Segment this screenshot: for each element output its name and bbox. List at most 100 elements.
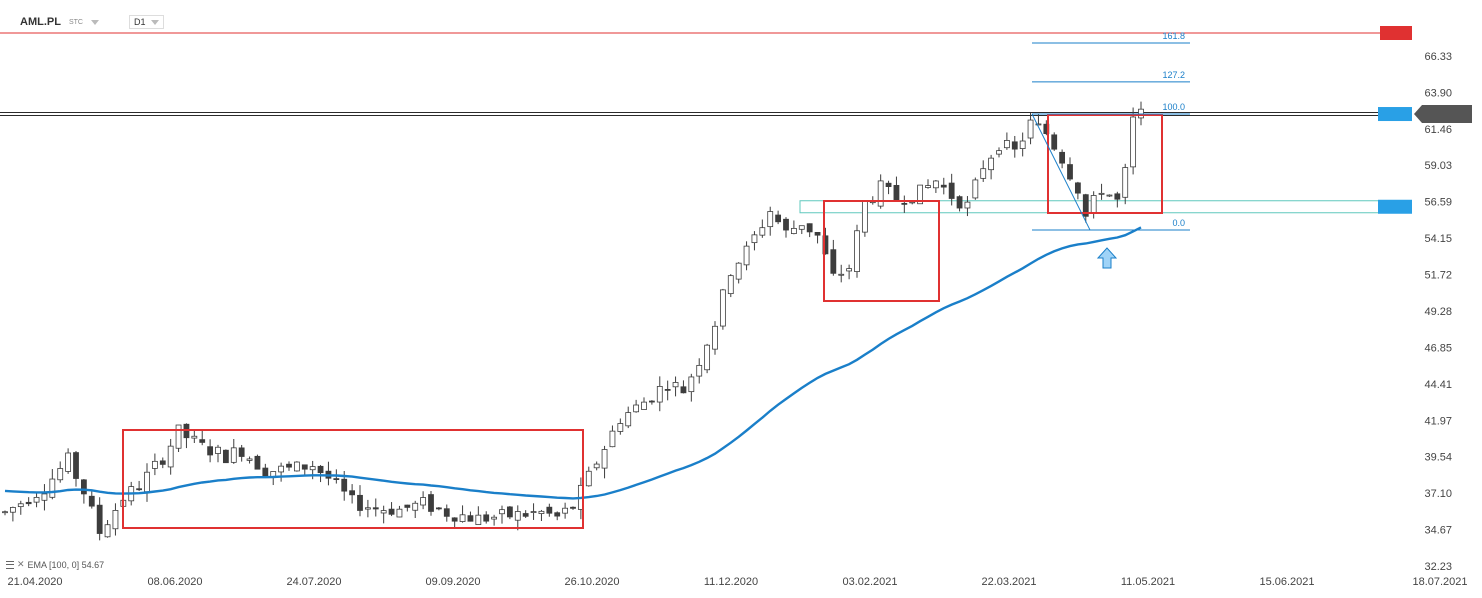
candle: [562, 502, 569, 519]
candle-body: [428, 494, 434, 512]
candle-body: [1059, 151, 1066, 164]
candle: [443, 504, 450, 522]
candle-body: [633, 404, 640, 413]
y-tick-label: 61.46: [1424, 124, 1452, 136]
candle-body: [877, 180, 884, 207]
candle-body: [278, 465, 285, 473]
candle-body: [948, 182, 955, 199]
candle-body: [830, 249, 837, 274]
candle: [1138, 101, 1144, 126]
market-dropdown-icon[interactable]: [90, 19, 99, 25]
candle: [893, 176, 900, 202]
candle: [167, 438, 174, 475]
y-tick-label: 41.97: [1424, 415, 1452, 427]
candle-body: [317, 465, 324, 474]
x-tick-label: 03.02.2021: [842, 576, 897, 588]
candle: [1035, 113, 1042, 126]
candle: [972, 177, 979, 200]
candle: [830, 239, 837, 276]
candle-body: [1035, 123, 1042, 126]
candle-body: [443, 508, 450, 517]
candle: [286, 461, 292, 471]
candle: [783, 217, 789, 238]
candle: [475, 506, 482, 525]
candle-body: [601, 449, 608, 469]
y-tick-label: 44.41: [1424, 379, 1452, 391]
candle-body: [254, 455, 261, 470]
candle: [1051, 132, 1058, 151]
candle-body: [112, 510, 119, 530]
candle-body: [1019, 140, 1026, 149]
candle-body: [861, 200, 868, 233]
candle-body: [73, 452, 79, 479]
candle: [2, 510, 8, 516]
candle: [33, 491, 40, 508]
consolidation-box-1: [122, 429, 584, 529]
timeframe-select[interactable]: D1: [128, 15, 165, 29]
indicator-icon[interactable]: [6, 560, 14, 569]
fib-label: 0.0: [1172, 218, 1185, 228]
candle-body: [191, 435, 198, 439]
candles: [2, 101, 1144, 541]
candle-body: [1106, 194, 1113, 197]
y-tick-label: 56.59: [1424, 197, 1452, 209]
candle: [499, 505, 505, 524]
candle: [380, 505, 387, 524]
candle: [317, 465, 324, 483]
candle: [215, 444, 221, 463]
candle: [57, 461, 64, 483]
candle: [696, 358, 703, 384]
candle: [404, 504, 411, 512]
y-tick-label: 63.90: [1424, 87, 1452, 99]
candle: [88, 491, 95, 509]
candle: [1122, 163, 1129, 205]
candle: [159, 457, 166, 469]
candle: [719, 288, 726, 330]
candle: [806, 223, 813, 238]
candle-body: [814, 231, 821, 236]
candle-body: [1098, 192, 1105, 195]
level-tag-56-25: [1378, 199, 1412, 214]
candle: [932, 180, 939, 193]
candle: [151, 453, 158, 476]
candle-body: [854, 230, 860, 272]
candle-body: [88, 495, 95, 507]
close-icon[interactable]: ✕: [17, 559, 25, 569]
candle-body: [215, 446, 221, 454]
candle-body: [435, 507, 442, 510]
candle-body: [704, 344, 711, 371]
candle: [751, 231, 758, 251]
candle: [230, 439, 237, 464]
candle: [1114, 191, 1121, 208]
candle: [625, 406, 632, 429]
candle: [278, 462, 285, 482]
candle-body: [2, 511, 8, 514]
candle: [546, 503, 553, 517]
candle-body: [467, 515, 474, 522]
candle: [104, 519, 111, 538]
candle-body: [901, 202, 908, 205]
candle-body: [609, 430, 616, 448]
candle-body: [80, 479, 87, 495]
candle: [704, 343, 711, 374]
y-tick-label: 34.67: [1424, 525, 1452, 537]
candle-body: [980, 168, 987, 179]
candle-body: [333, 478, 340, 480]
candle: [996, 147, 1002, 158]
fib-trendline: [1031, 113, 1091, 231]
candle: [191, 430, 198, 444]
y-tick-label: 37.10: [1424, 488, 1452, 500]
consolidation-box-3: [1047, 114, 1163, 214]
candle-body: [404, 504, 411, 508]
candle: [262, 463, 269, 479]
candle: [672, 376, 679, 397]
candle-body: [499, 509, 505, 515]
candle-body: [1067, 164, 1073, 180]
current-price-tag: [1414, 105, 1472, 124]
candle: [1011, 135, 1018, 158]
candle-body: [25, 501, 32, 505]
y-tick-label: 39.54: [1424, 452, 1452, 464]
candle: [96, 497, 103, 541]
candle: [136, 480, 143, 492]
